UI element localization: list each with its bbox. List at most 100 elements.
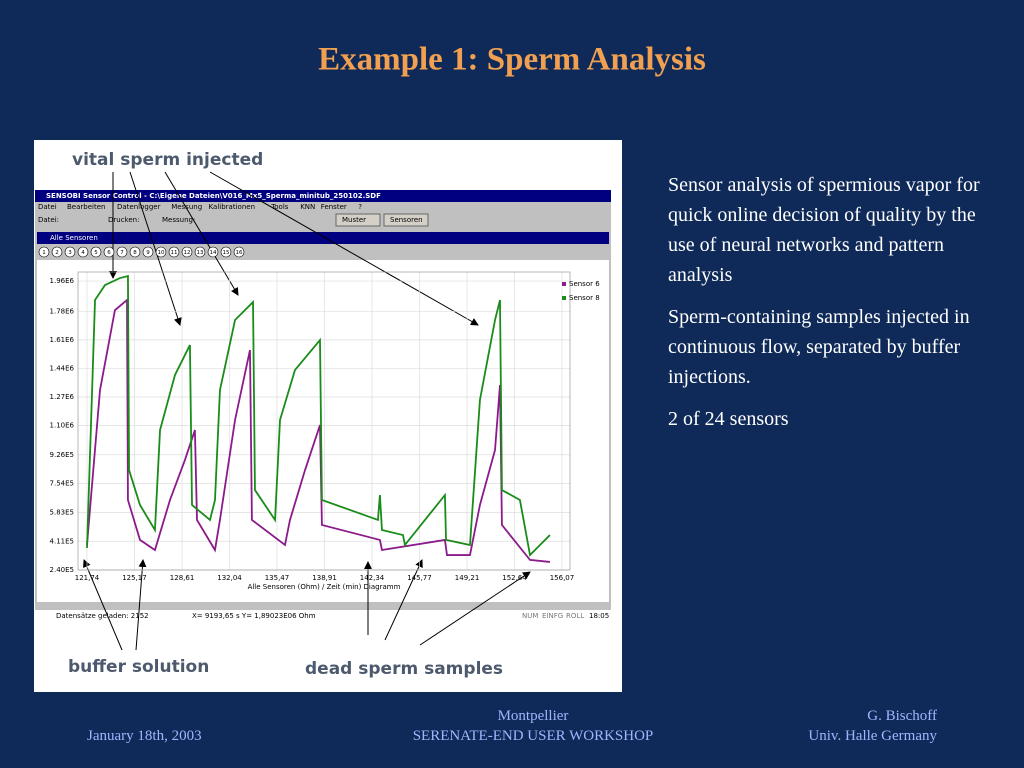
status-field: Datensätze geladen: 2152 [56,612,149,620]
footer-author: G. Bischoff [867,708,937,724]
arrow [135,559,147,651]
y-tick-label: 1.10E6 [50,422,75,430]
arrow [129,171,182,326]
series-line [86,298,551,563]
arrow [83,559,123,651]
legend-swatch [562,296,566,300]
status-field: 18:05 [589,612,609,620]
x-tick-label: 142,34 [360,574,385,582]
x-tick-label: 145,77 [407,574,432,582]
sensor-button-label: 16 [236,250,243,256]
x-tick-label: 128,61 [170,574,195,582]
slide-title: Example 1: Sperm Analysis [318,42,706,78]
x-tick-label: 121,74 [75,574,100,582]
x-tick-label: 156,07 [550,574,575,582]
window-titlebar [35,190,611,202]
sensor-button-label: 10 [158,250,165,256]
sensor-button [181,246,193,258]
arrow [164,171,239,296]
paragraph: Sperm-containing samples injected in con… [668,306,970,388]
sensor-button-label: 13 [197,250,204,256]
sensor-button [90,246,102,258]
arrow [209,171,479,326]
legend-label: Sensor 6 [569,280,600,288]
y-tick-label: 9.26E5 [50,451,74,459]
x-tick-label: 125,17 [122,574,147,582]
toolbar-label: Drucken: [108,216,139,224]
y-tick-label: 1.27E6 [50,393,75,401]
toolbar-button [383,213,429,227]
sensor-button [38,246,50,258]
sensor-button-label: 9 [146,250,150,256]
legend-label: Sensor 8 [569,294,600,302]
description: Sensor analysis of spermious vapor for q… [668,170,988,446]
paragraph: Sensor analysis of spermious vapor for q… [668,174,980,286]
menu-item: ? [358,203,362,211]
sensor-button [116,246,128,258]
x-tick-label: 152,64 [502,574,527,582]
y-tick-label: 1.44E6 [50,364,75,372]
sensor-button-label: 1 [42,250,46,256]
sensor-button-label: 12 [184,250,191,256]
sensor-button-label: 11 [171,250,178,256]
toolbar-button [335,213,381,227]
sensor-button-label: 6 [107,250,111,256]
window-title: SENSOBI Sensor Control - C:\Eigene Datei… [46,192,381,200]
sensor-button-label: 5 [94,250,98,256]
y-tick-label: 1.61E6 [50,336,75,344]
toolbar-label: Messung: [162,216,195,224]
sensor-button [233,246,245,258]
x-tick-label: 138,91 [312,574,337,582]
x-tick-label: 135,47 [265,574,290,582]
x-tick-label: 132,04 [217,574,242,582]
footer-event: SERENATE-END USER WORKSHOP [412,728,654,744]
sensor-button [64,246,76,258]
menu-item: Tools [270,203,289,211]
plot-frame [77,271,571,571]
toolbar-button-label: Sensoren [390,216,423,224]
chart-area [37,260,609,602]
x-axis-label: Alle Sensoren (Ohm) / Zeit (min) Diagram… [248,583,401,591]
sensor-button-label: 8 [133,250,137,256]
series-line [86,274,551,557]
sensor-button [220,246,232,258]
footer-affiliation: Univ. Halle Germany [808,728,937,744]
annotation: dead sperm samples [305,659,503,679]
sensor-button [207,246,219,258]
arrow [419,571,531,646]
paragraph: 2 of 24 sensors [668,408,789,430]
y-tick-label: 2.40E5 [50,566,74,574]
sensor-button [51,246,63,258]
menu-item: Fenster [321,203,347,211]
sensor-button-label: 15 [223,250,230,256]
status-field: ROLL [566,612,584,620]
footer-venue: Montpellier [497,708,569,724]
footer-date: January 18th, 2003 [87,728,202,744]
sensor-button [129,246,141,258]
sensor-button [168,246,180,258]
sensor-button [77,246,89,258]
status-field: EINFG [542,612,563,620]
y-tick-label: 7.54E5 [50,480,74,488]
toolbar-button-label: Muster [342,216,366,224]
x-tick-label: 149,21 [455,574,480,582]
y-tick-label: 1.78E6 [50,307,75,315]
inner-title: Alle Sensoren [50,234,98,242]
menu-item: KNN [300,203,315,211]
sensor-button [142,246,154,258]
annotation: buffer solution [68,657,209,677]
annotation: vital sperm injected [72,150,263,170]
inner-titlebar [37,232,609,244]
sensor-button [103,246,115,258]
menu-item: Datei [38,203,57,211]
legend-swatch [562,282,566,286]
y-tick-label: 5.83E5 [50,508,74,516]
status-field: X= 9193,65 s Y= 1,89023E06 Ohm [192,612,316,620]
y-tick-label: 1.96E6 [50,277,75,285]
sensor-button-label: 3 [68,250,72,256]
sensor-button [194,246,206,258]
sensor-button-label: 14 [210,250,217,256]
menu-item: Datenlogger [117,203,161,211]
